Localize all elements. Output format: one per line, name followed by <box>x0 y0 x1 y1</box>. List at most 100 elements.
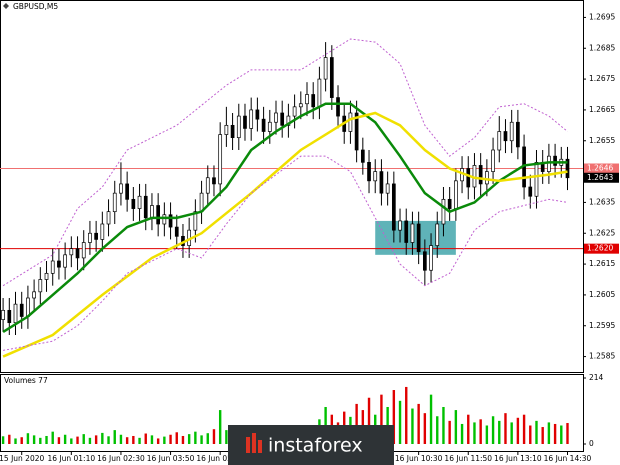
volume-bar <box>510 422 513 444</box>
last-price-box <box>584 172 619 183</box>
candle-body <box>249 109 254 129</box>
x-tick-label: 16 Jun 01:10 <box>47 454 95 463</box>
candle-body <box>503 131 508 142</box>
y-tick-label: 1.2595 <box>589 321 615 330</box>
candle-body <box>516 121 520 148</box>
volume-bar <box>45 435 48 444</box>
y-tick-label: 1.2675 <box>589 74 615 83</box>
volume-bar <box>535 420 538 444</box>
candle-body <box>119 183 123 194</box>
candle-body <box>218 134 223 185</box>
candle-body <box>57 260 61 268</box>
chart-title: GBPUSD,M5 <box>13 2 58 11</box>
volume-bar <box>113 430 116 444</box>
volume-bar <box>460 423 464 444</box>
last-price-label: 1.2643 <box>587 173 613 182</box>
volume-bar <box>380 394 383 444</box>
candle-body <box>32 291 36 299</box>
volume-bar <box>88 437 92 444</box>
candle-body <box>224 124 229 135</box>
volume-bar <box>467 414 470 444</box>
candle-body <box>286 115 291 126</box>
candle-body <box>243 115 247 129</box>
y-tick-label: 1.2625 <box>589 228 615 237</box>
y-tick-label: 1.2585 <box>589 352 615 361</box>
candle-body <box>565 158 570 179</box>
volume-bar <box>1 436 5 444</box>
candle-body <box>212 177 216 185</box>
volume-bar <box>355 403 358 444</box>
x-tick-label: 16 Jun 11:50 <box>444 454 492 463</box>
volume-bar <box>392 390 396 444</box>
volume-tick-label: 0 <box>589 439 594 448</box>
y-tick-label: 1.2685 <box>589 43 615 52</box>
volume-bar <box>125 437 129 444</box>
candle-body <box>466 168 471 188</box>
volume-label: Volumes 77 <box>4 376 48 385</box>
candle-body <box>230 124 235 139</box>
x-tick-label: 16 Jun 10:30 <box>395 454 443 463</box>
volume-bar <box>212 429 216 444</box>
volume-bar <box>411 408 414 444</box>
volume-bar <box>566 423 569 444</box>
volume-bar <box>94 435 98 444</box>
volume-bar <box>498 420 501 444</box>
level-box <box>584 163 619 174</box>
candle-body <box>317 78 322 108</box>
volume-bar <box>163 436 166 444</box>
candle-body <box>491 149 495 172</box>
candle-body <box>441 198 446 225</box>
candle-body <box>7 309 12 324</box>
y-tick-label: 1.2655 <box>589 136 615 145</box>
candle-body <box>236 115 241 139</box>
candle-body <box>63 254 67 268</box>
candle-body <box>497 131 502 151</box>
volume-bar <box>150 435 154 444</box>
candle-body <box>106 211 111 225</box>
volume-bar <box>522 414 526 444</box>
volume-bar <box>479 419 482 444</box>
volume-bar <box>76 436 79 444</box>
candle-body <box>379 171 384 194</box>
volume-bar <box>436 416 439 444</box>
volume-bar <box>169 434 172 444</box>
candle-body <box>485 171 489 185</box>
candle-body <box>447 198 452 209</box>
volume-bar <box>423 413 427 444</box>
candle-body <box>323 57 328 80</box>
logo-bar <box>258 440 262 453</box>
volume-bar <box>516 417 520 444</box>
candle-body <box>19 303 24 317</box>
candle-body <box>112 192 117 213</box>
candle-body <box>38 279 43 293</box>
x-tick-label: 16 Jun 02:30 <box>97 454 145 463</box>
volume-bar <box>206 433 209 444</box>
volume-bar <box>553 423 557 444</box>
volume-bar <box>398 400 402 444</box>
candle-body <box>88 232 92 243</box>
volume-bar <box>8 434 11 444</box>
logo-bar <box>252 433 256 453</box>
volume-bar <box>187 434 191 444</box>
candle-body <box>162 214 167 225</box>
candle-body <box>280 112 285 126</box>
candle-body <box>137 195 142 209</box>
indicator-line <box>2 102 568 333</box>
candle-body <box>292 106 297 117</box>
volume-bar <box>218 410 222 444</box>
volume-bar <box>448 420 451 444</box>
candle-body <box>311 94 316 108</box>
candle-body <box>255 109 260 120</box>
volume-bar <box>63 434 67 444</box>
volume-bar <box>200 435 203 444</box>
volume-bar <box>51 431 54 444</box>
candle-body <box>168 214 173 228</box>
candle-body <box>329 57 334 98</box>
volume-bar <box>485 425 489 444</box>
volume-bar <box>181 435 185 444</box>
candle-body <box>143 195 148 219</box>
volume-bar <box>156 438 160 444</box>
candle-body <box>534 161 539 197</box>
volume-bar <box>132 435 135 444</box>
